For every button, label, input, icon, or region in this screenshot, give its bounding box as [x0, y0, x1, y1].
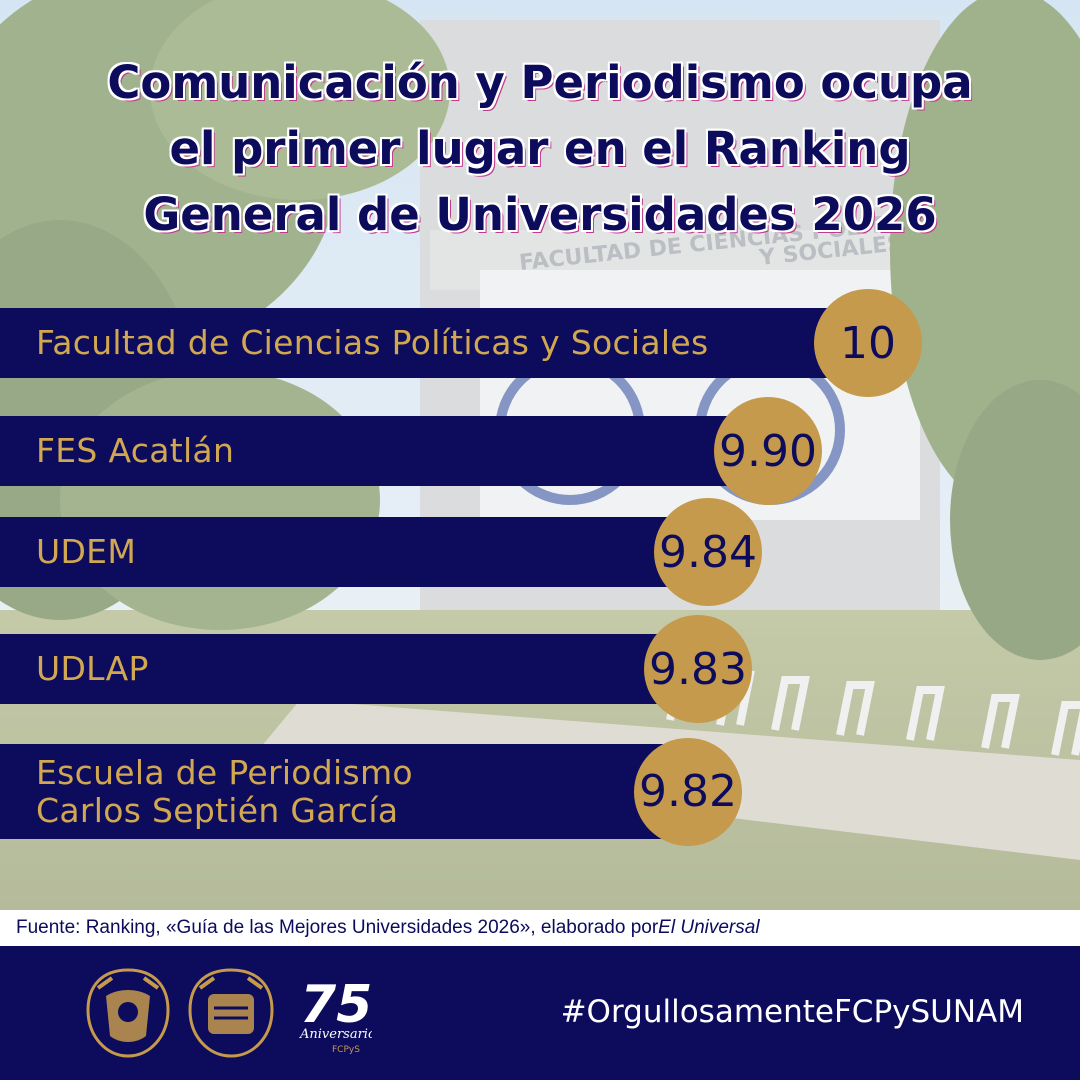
ranking-score: 9.84 [659, 526, 757, 578]
unam-seal-icon [86, 968, 170, 1058]
page-title: Comunicación y Periodismo ocupa el prime… [40, 50, 1040, 248]
ranking-bar: Escuela de Periodismo Carlos Septién Gar… [0, 744, 684, 839]
title-line-3: General de Universidades 2026 [143, 188, 937, 241]
ranking-label: UDLAP [36, 649, 149, 688]
ranking-score: 9.90 [719, 425, 817, 477]
ranking-chart: Facultad de Ciencias Políticas y Sociale… [0, 289, 922, 846]
ranking-bar: Facultad de Ciencias Políticas y Sociale… [0, 308, 864, 378]
ranking-label: UDEM [36, 532, 137, 571]
ranking-score: 9.83 [649, 643, 747, 695]
ranking-label: Escuela de Periodismo Carlos Septién Gar… [36, 752, 413, 830]
ranking-score-marker: 9.82 [634, 737, 742, 846]
ranking-score-marker: 9.83 [644, 615, 752, 723]
75-aniversario-logo-icon: 75 Aniversario FCPyS [299, 975, 372, 1055]
ranking-score-marker: 9.84 [654, 498, 762, 606]
source-text: Fuente: Ranking, «Guía de las Mejores Un… [16, 917, 659, 938]
source-publisher: El Universal [658, 917, 760, 938]
fcpys-seal-icon [188, 968, 274, 1058]
anniversary-logo-word: Aniversario [299, 1027, 372, 1042]
title-line-2: el primer lugar en el Ranking [169, 122, 911, 175]
ranking-label: Facultad de Ciencias Políticas y Sociale… [36, 323, 709, 362]
title-line-1: Comunicación y Periodismo ocupa [107, 56, 973, 109]
ranking-bar: UDLAP [0, 634, 694, 704]
anniversary-logo-number: 75 [300, 975, 372, 1035]
footer: 75 Aniversario FCPyS #OrgullosamenteFCPy… [0, 946, 1080, 1080]
source-note: Fuente: Ranking, «Guía de las Mejores Un… [0, 910, 1080, 946]
ranking-score: 9.82 [639, 766, 737, 817]
hashtag: #OrgullosamenteFCPySUNAM [560, 994, 1024, 1030]
ranking-bar: FES Acatlán [0, 416, 764, 486]
ranking-score-marker: 10 [814, 289, 922, 397]
ranking-score-marker: 9.90 [714, 397, 822, 505]
ranking-label: FES Acatlán [36, 431, 235, 470]
ranking-bar: UDEM [0, 517, 704, 587]
ranking-score: 10 [840, 317, 896, 369]
anniversary-logo-abbr: FCPyS [332, 1045, 360, 1055]
